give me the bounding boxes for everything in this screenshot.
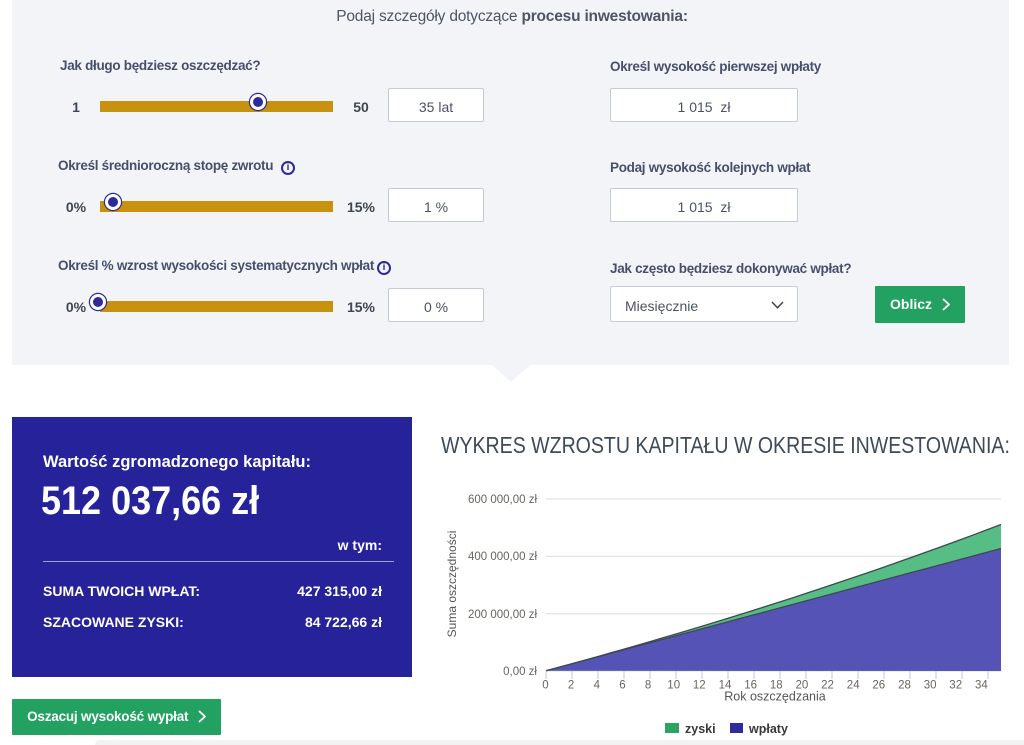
svg-text:4: 4 (594, 679, 601, 691)
svg-text:30: 30 (924, 679, 937, 691)
svg-text:0: 0 (542, 679, 548, 691)
svg-text:16: 16 (744, 679, 757, 691)
svg-text:32: 32 (949, 679, 962, 691)
svg-text:2: 2 (568, 679, 574, 691)
svg-text:12: 12 (693, 679, 706, 691)
svg-text:6: 6 (619, 679, 625, 691)
svg-text:10: 10 (667, 679, 680, 691)
svg-text:0,00 zł: 0,00 zł (503, 666, 537, 678)
svg-text:Rok oszczędzania: Rok oszczędzania (724, 690, 825, 704)
svg-text:24: 24 (847, 679, 860, 691)
svg-text:18: 18 (770, 679, 783, 691)
svg-text:20: 20 (796, 679, 809, 691)
svg-text:8: 8 (645, 679, 651, 691)
svg-text:22: 22 (821, 679, 834, 691)
svg-text:zyski: zyski (685, 722, 716, 736)
svg-text:600 000,00 zł: 600 000,00 zł (468, 494, 538, 506)
svg-text:34: 34 (975, 679, 988, 691)
svg-text:26: 26 (872, 679, 885, 691)
svg-text:200 000,00 zł: 200 000,00 zł (468, 609, 538, 621)
svg-text:Suma oszczędności: Suma oszczędności (445, 531, 459, 638)
svg-text:wpłaty: wpłaty (748, 722, 788, 736)
svg-text:14: 14 (719, 679, 732, 691)
svg-text:28: 28 (898, 679, 911, 691)
svg-text:400 000,00 zł: 400 000,00 zł (468, 551, 538, 563)
